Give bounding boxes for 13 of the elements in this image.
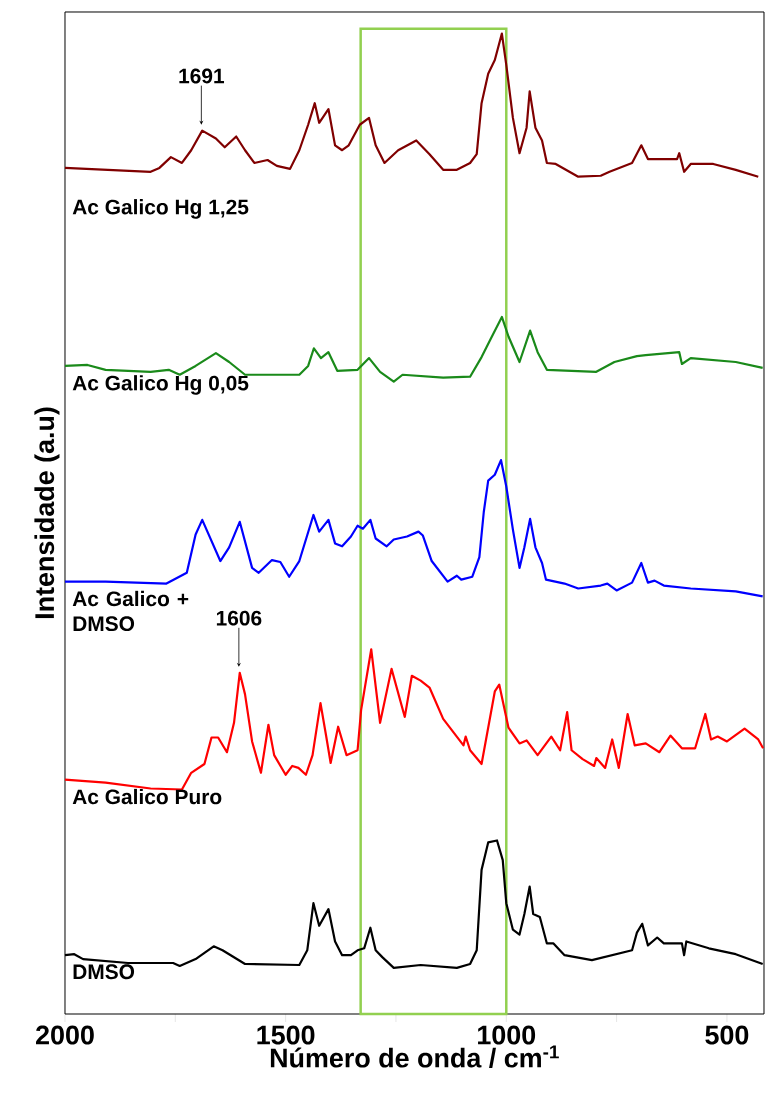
x-tick-label: 500 [705,1025,749,1045]
series-label: Ac Galico Hg 1,25 [72,199,249,219]
annotation: 1606 [216,610,262,626]
series-label: DMSO [73,964,135,980]
series-label: Ac Galico + DMSO [72,590,189,632]
x-tick-label: 1000 [478,1025,536,1045]
x-tick-label: 1500 [257,1025,315,1045]
series-label: Ac Galico Hg 0,05 [72,375,249,395]
series-label: Ac Galico Puro [72,788,222,805]
y-axis-title: Intensidade (a.u) [34,407,60,619]
x-axis-title: Número de onda / cm$^{-1}$ [270,1045,559,1068]
annotation: 1691 [179,68,225,84]
x-tick-label: 2000 [36,1025,94,1045]
